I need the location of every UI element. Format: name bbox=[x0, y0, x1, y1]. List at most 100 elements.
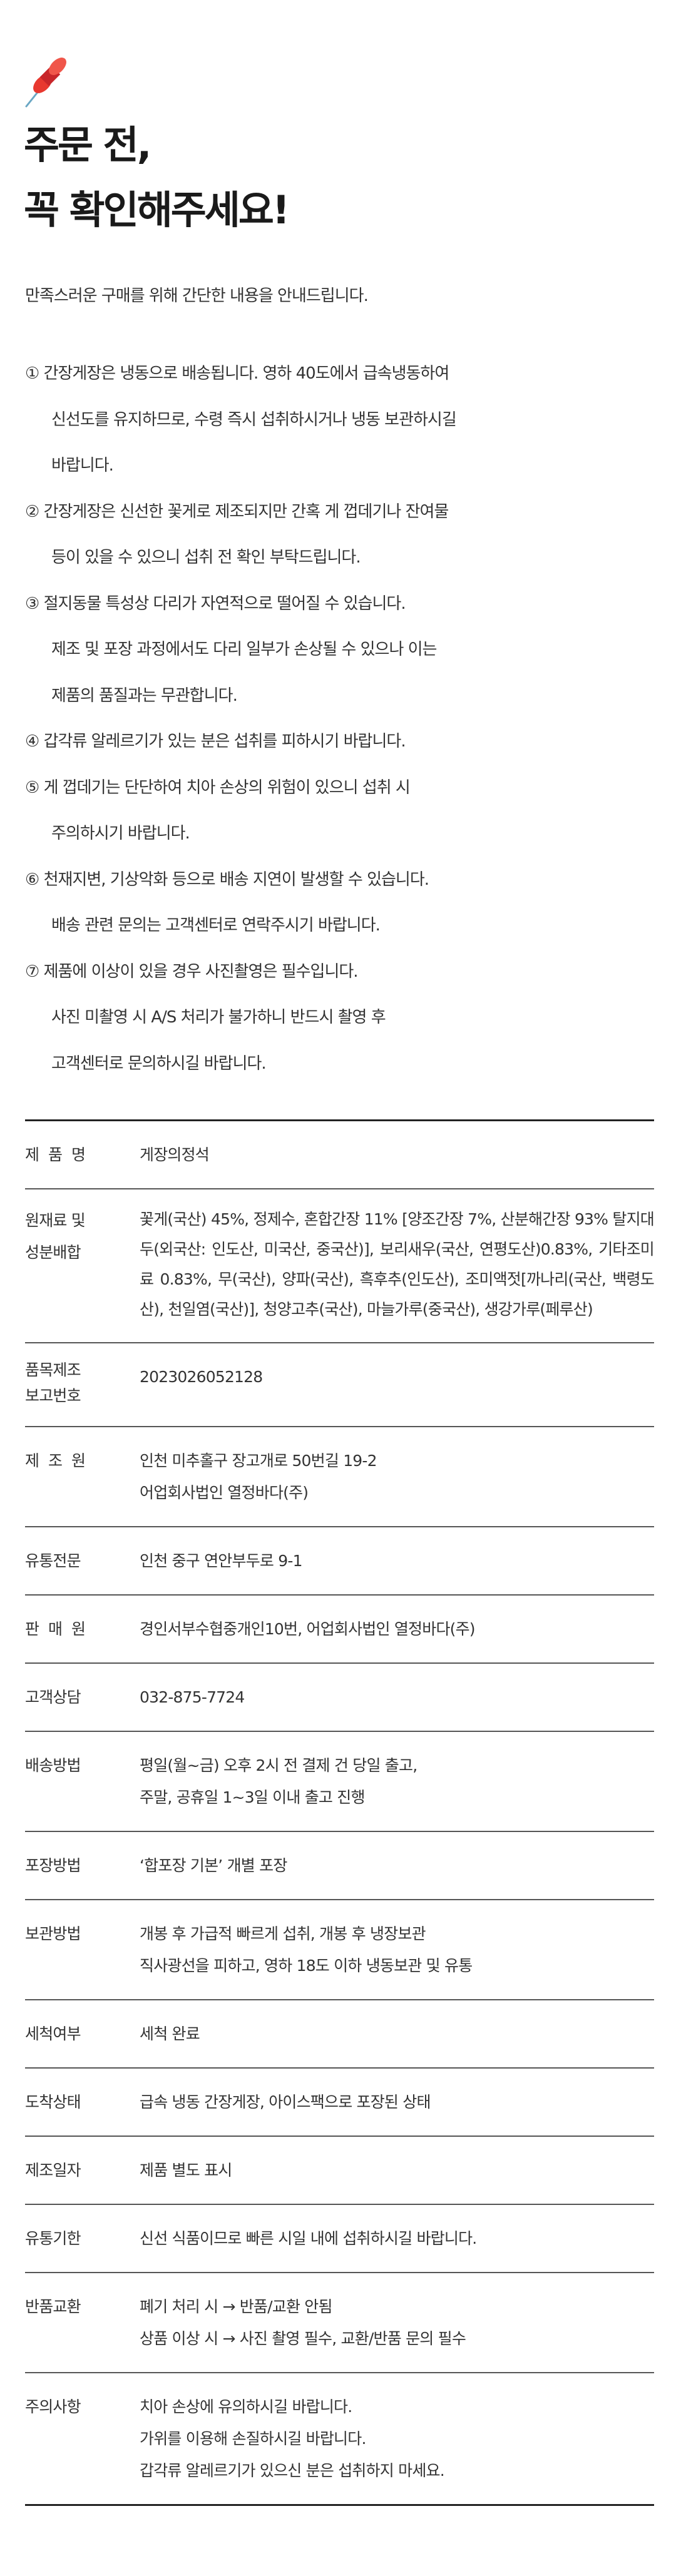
info-row: 보관방법 개봉 후 가급적 빠르게 섭취, 개봉 후 냉장보관 직사광선을 피하고,… bbox=[25, 1899, 654, 1999]
info-value-line: 가위를 이용해 손질하시길 바랍니다. bbox=[140, 2430, 366, 2448]
info-value: 치아 손상에 유의하시길 바랍니다. 가위를 이용해 손질하시길 바랍니다. 갑각류… bbox=[140, 2391, 654, 2487]
info-value-line: 어업회사법인 열정바다(주) bbox=[140, 1484, 309, 1502]
info-value-line: 폐기 처리 시 → 반품/교환 안됨 bbox=[140, 2298, 333, 2316]
notice-item: ⑦ 제품에 이상이 있을 경우 사진촬영은 필수입니다. 사진 미촬영 시 A/S… bbox=[25, 960, 657, 1098]
title-line: 꼭 확인해주세요! bbox=[24, 187, 290, 233]
notice-line: 사진 미촬영 시 A/S 처리가 불가하니 반드시 촬영 후 bbox=[51, 1008, 386, 1027]
info-value-line: ‘합포장 기본’ 개별 포장 bbox=[140, 1856, 287, 1875]
info-label-line: 보고번호 bbox=[25, 1387, 81, 1405]
notice-line: 등이 있을 수 있으니 섭취 전 확인 부탁드립니다. bbox=[51, 548, 361, 567]
info-value: 경인서부수협중개인10번, 어업회사법인 열정바다(주) bbox=[140, 1613, 654, 1645]
info-label: 배송방법 bbox=[25, 1756, 81, 1774]
notice-line: ② 간장게장은 신선한 꽃게로 제조되지만 간혹 게 껍데기나 잔여물 bbox=[25, 502, 449, 521]
info-value-line: 주말, 공휴일 1~3일 이내 출고 진행 bbox=[140, 1788, 365, 1806]
info-label: 고객상담 bbox=[25, 1688, 81, 1706]
info-value-line: 032-875-7724 bbox=[140, 1688, 245, 1706]
info-row: 품목제조 보고번호 2023026052128 bbox=[25, 1342, 654, 1426]
info-value: 평일(월~금) 오후 2시 전 결제 건 당일 출고, 주말, 공휴일 1~3일 … bbox=[140, 1749, 654, 1813]
info-value-line: 세척 완료 bbox=[140, 2025, 200, 2043]
info-row: 제조원 인천 미추홀구 장고개로 50번길 19-2 어업회사법인 열정바다(주) bbox=[25, 1426, 654, 1526]
info-value: 급속 냉동 간장게장, 아이스팩으로 포장된 상태 bbox=[140, 2086, 654, 2118]
info-label: 반품교환 bbox=[25, 2298, 81, 2316]
notice-line: 고객센터로 문의하시길 바랍니다. bbox=[51, 1054, 267, 1073]
info-row: 도착상태 급속 냉동 간장게장, 아이스팩으로 포장된 상태 bbox=[25, 2067, 654, 2136]
info-value-line: 2023026052128 bbox=[140, 1368, 263, 1386]
info-value-line: 갑각류 알레르기가 있으신 분은 섭취하지 마세요. bbox=[140, 2461, 445, 2480]
notice-line: ⑦ 제품에 이상이 있을 경우 사진촬영은 필수입니다. bbox=[25, 962, 359, 981]
info-value-line: 치아 손상에 유의하시길 바랍니다. bbox=[140, 2398, 352, 2416]
info-value-line: 꽃게(국산) 45%, 정제수, 혼합간장 11% [양조간장 7%, 산분해간… bbox=[140, 1210, 655, 1318]
info-label: 유통기한 bbox=[25, 2229, 81, 2248]
notice-line: ④ 갑각류 알레르기가 있는 분은 섭취를 피하시기 바랍니다. bbox=[25, 732, 406, 751]
notice-line: 제조 및 포장 과정에서도 다리 일부가 손상될 수 있으나 이는 bbox=[51, 640, 437, 659]
info-value: 제품 별도 표시 bbox=[140, 2154, 654, 2186]
info-label-line: 성분배합 bbox=[25, 1243, 81, 1261]
info-value: 꽃게(국산) 45%, 정제수, 혼합간장 11% [양조간장 7%, 산분해간… bbox=[140, 1204, 655, 1325]
info-label: 유통전문 bbox=[25, 1552, 81, 1570]
info-label: 세척여부 bbox=[25, 2025, 81, 2043]
info-value: ‘합포장 기본’ 개별 포장 bbox=[140, 1850, 654, 1881]
info-value-line: 제품 별도 표시 bbox=[140, 2161, 232, 2179]
info-value-line: 평일(월~금) 오후 2시 전 결제 건 당일 출고, bbox=[140, 1756, 417, 1774]
notice-line: ⑥ 천재지변, 기상악화 등으로 배송 지연이 발생할 수 있습니다. bbox=[25, 870, 429, 889]
info-value: 인천 중구 연안부두로 9-1 bbox=[140, 1545, 654, 1577]
info-row: 제품명 게장의정석 bbox=[25, 1121, 654, 1188]
notice-item: ④ 갑각류 알레르기가 있는 분은 섭취를 피하시기 바랍니다. bbox=[25, 730, 657, 776]
info-value-line: 경인서부수협중개인10번, 어업회사법인 열정바다(주) bbox=[140, 1620, 476, 1638]
info-value: 게장의정석 bbox=[140, 1139, 654, 1171]
info-label: 제품명 bbox=[25, 1146, 95, 1164]
info-row: 유통전문 인천 중구 연안부두로 9-1 bbox=[25, 1526, 654, 1594]
info-value: 세척 완료 bbox=[140, 2018, 654, 2050]
info-row: 유통기한 신선 식품이므로 빠른 시일 내에 섭취하시길 바랍니다. bbox=[25, 2204, 654, 2272]
info-value: 2023026052128 bbox=[140, 1361, 654, 1408]
page-title: 주문 전, 꼭 확인해주세요! bbox=[24, 113, 290, 243]
info-value-line: 직사광선을 피하고, 영하 18도 이하 냉동보관 및 유통 bbox=[140, 1957, 473, 1975]
info-value-line: 개봉 후 가급적 빠르게 섭취, 개봉 후 냉장보관 bbox=[140, 1925, 426, 1943]
info-value: 032-875-7724 bbox=[140, 1681, 654, 1713]
info-label-line: 품목제조 bbox=[25, 1361, 81, 1379]
info-row: 제조일자 제품 별도 표시 bbox=[25, 2136, 654, 2204]
info-value: 인천 미추홀구 장고개로 50번길 19-2 어업회사법인 열정바다(주) bbox=[140, 1445, 654, 1509]
info-value-line: 신선 식품이므로 빠른 시일 내에 섭취하시길 바랍니다. bbox=[140, 2229, 477, 2248]
info-value-line: 상품 이상 시 → 사진 촬영 필수, 교환/반품 문의 필수 bbox=[140, 2329, 466, 2348]
notice-item: ③ 절지동물 특성상 다리가 자연적으로 떨어질 수 있습니다. 제조 및 포장 … bbox=[25, 592, 657, 730]
info-value-line: 인천 중구 연안부두로 9-1 bbox=[140, 1552, 302, 1570]
info-value-line: 게장의정석 bbox=[140, 1146, 210, 1164]
info-value-line: 인천 미추홀구 장고개로 50번길 19-2 bbox=[140, 1452, 377, 1470]
info-label: 포장방법 bbox=[25, 1856, 81, 1875]
info-row: 배송방법 평일(월~금) 오후 2시 전 결제 건 당일 출고, 주말, 공휴일 1… bbox=[25, 1731, 654, 1831]
notice-line: 신선도를 유지하므로, 수령 즉시 섭취하시거나 냉동 보관하시길 bbox=[51, 410, 457, 429]
notice-line: ⑤ 게 껍데기는 단단하여 치아 손상의 위험이 있으니 섭취 시 bbox=[25, 778, 411, 797]
notice-line: ① 간장게장은 냉동으로 배송됩니다. 영하 40도에서 급속냉동하여 bbox=[25, 364, 449, 383]
info-row: 포장방법 ‘합포장 기본’ 개별 포장 bbox=[25, 1831, 654, 1899]
info-label: 제조일자 bbox=[25, 2161, 81, 2179]
info-value-line: 급속 냉동 간장게장, 아이스팩으로 포장된 상태 bbox=[140, 2093, 431, 2111]
intro-text: 만족스러운 구매를 위해 간단한 내용을 안내드립니다. bbox=[25, 287, 369, 305]
pushpin-icon bbox=[25, 55, 70, 108]
notice-line: 배송 관련 문의는 고객센터로 연락주시기 바랍니다. bbox=[51, 916, 381, 935]
notice-line: 제품의 품질과는 무관합니다. bbox=[51, 686, 238, 705]
title-line: 주문 전, bbox=[24, 122, 151, 168]
notice-item: ⑥ 천재지변, 기상악화 등으로 배송 지연이 발생할 수 있습니다. 배송 관련… bbox=[25, 868, 657, 960]
notice-line: ③ 절지동물 특성상 다리가 자연적으로 떨어질 수 있습니다. bbox=[25, 594, 406, 613]
info-row: 판매원 경인서부수협중개인10번, 어업회사법인 열정바다(주) bbox=[25, 1594, 654, 1662]
info-label: 판매원 bbox=[25, 1620, 95, 1638]
info-label: 제조원 bbox=[25, 1452, 95, 1470]
info-value: 신선 식품이므로 빠른 시일 내에 섭취하시길 바랍니다. bbox=[140, 2222, 654, 2254]
info-label-line: 원재료 및 bbox=[25, 1211, 86, 1229]
info-row: 주의사항 치아 손상에 유의하시길 바랍니다. 가위를 이용해 손질하시길 바랍니다… bbox=[25, 2372, 654, 2504]
info-row: 고객상담 032-875-7724 bbox=[25, 1662, 654, 1731]
notice-line: 바랍니다. bbox=[51, 456, 114, 475]
notice-line: 주의하시기 바랍니다. bbox=[51, 824, 190, 843]
info-label: 도착상태 bbox=[25, 2093, 81, 2111]
